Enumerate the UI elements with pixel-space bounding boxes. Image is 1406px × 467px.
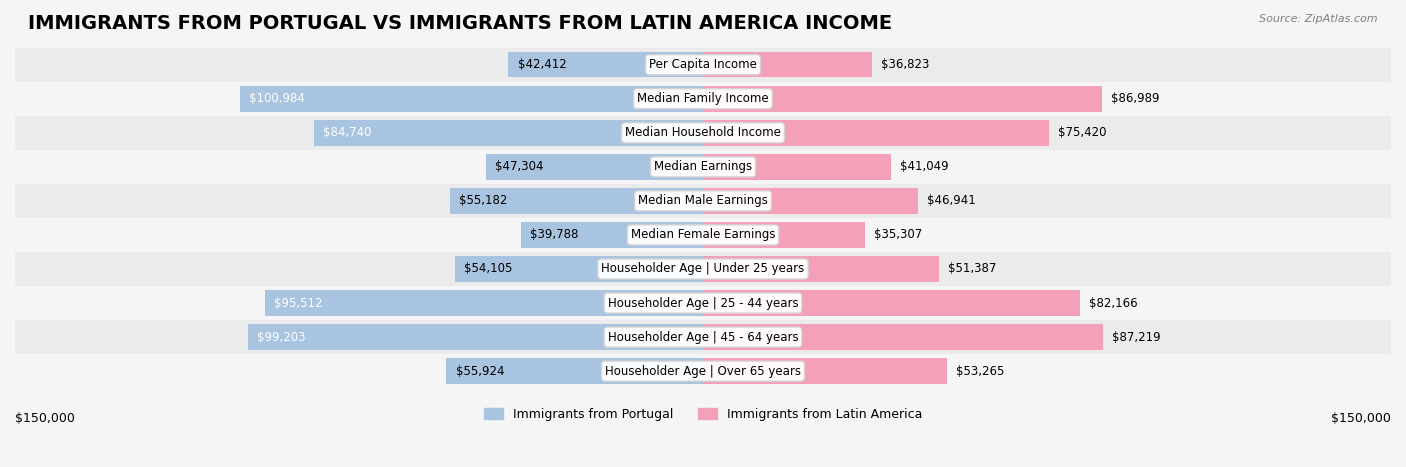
Text: $39,788: $39,788 [530,228,578,241]
Text: Median Family Income: Median Family Income [637,92,769,105]
Text: $95,512: $95,512 [274,297,322,310]
Bar [15,320,1391,354]
Text: Median Earnings: Median Earnings [654,160,752,173]
Text: $99,203: $99,203 [257,331,305,344]
Bar [486,154,703,180]
Text: $55,182: $55,182 [460,194,508,207]
Text: Per Capita Income: Per Capita Income [650,58,756,71]
Bar [450,188,703,214]
Bar [15,354,1391,388]
Legend: Immigrants from Portugal, Immigrants from Latin America: Immigrants from Portugal, Immigrants fro… [479,403,927,426]
Bar [15,218,1391,252]
Text: $87,219: $87,219 [1112,331,1161,344]
Bar [703,52,872,78]
Bar [703,324,1104,350]
Bar [15,252,1391,286]
Text: $86,989: $86,989 [1111,92,1160,105]
Bar [520,222,703,248]
Text: $82,166: $82,166 [1090,297,1137,310]
Text: $36,823: $36,823 [882,58,929,71]
Text: Householder Age | 25 - 44 years: Householder Age | 25 - 44 years [607,297,799,310]
Bar [703,86,1102,112]
Bar [15,184,1391,218]
Text: Median Male Earnings: Median Male Earnings [638,194,768,207]
Text: $51,387: $51,387 [948,262,997,276]
Bar [703,120,1049,146]
Bar [247,324,703,350]
Bar [15,286,1391,320]
Text: $150,000: $150,000 [15,412,75,425]
Text: $47,304: $47,304 [495,160,544,173]
Bar [703,222,865,248]
Bar [703,256,939,282]
Bar [703,290,1080,316]
Text: $54,105: $54,105 [464,262,512,276]
Bar [15,116,1391,150]
Text: $100,984: $100,984 [249,92,305,105]
Text: Householder Age | 45 - 64 years: Householder Age | 45 - 64 years [607,331,799,344]
Text: $84,740: $84,740 [323,126,373,139]
Text: Householder Age | Over 65 years: Householder Age | Over 65 years [605,365,801,378]
Text: $46,941: $46,941 [928,194,976,207]
Bar [703,154,891,180]
Text: Householder Age | Under 25 years: Householder Age | Under 25 years [602,262,804,276]
Bar [240,86,703,112]
Text: Median Female Earnings: Median Female Earnings [631,228,775,241]
Text: $55,924: $55,924 [456,365,505,378]
Bar [264,290,703,316]
Text: Median Household Income: Median Household Income [626,126,780,139]
Bar [703,358,948,384]
Bar [15,150,1391,184]
Text: $35,307: $35,307 [875,228,922,241]
Bar [454,256,703,282]
Text: $53,265: $53,265 [956,365,1005,378]
Bar [509,52,703,78]
Text: $42,412: $42,412 [517,58,567,71]
Text: $75,420: $75,420 [1059,126,1107,139]
Text: $41,049: $41,049 [900,160,949,173]
Bar [15,82,1391,116]
Bar [15,48,1391,82]
Bar [703,188,918,214]
Bar [315,120,703,146]
Text: $150,000: $150,000 [1331,412,1391,425]
Text: Source: ZipAtlas.com: Source: ZipAtlas.com [1260,14,1378,24]
Text: IMMIGRANTS FROM PORTUGAL VS IMMIGRANTS FROM LATIN AMERICA INCOME: IMMIGRANTS FROM PORTUGAL VS IMMIGRANTS F… [28,14,893,33]
Bar [447,358,703,384]
